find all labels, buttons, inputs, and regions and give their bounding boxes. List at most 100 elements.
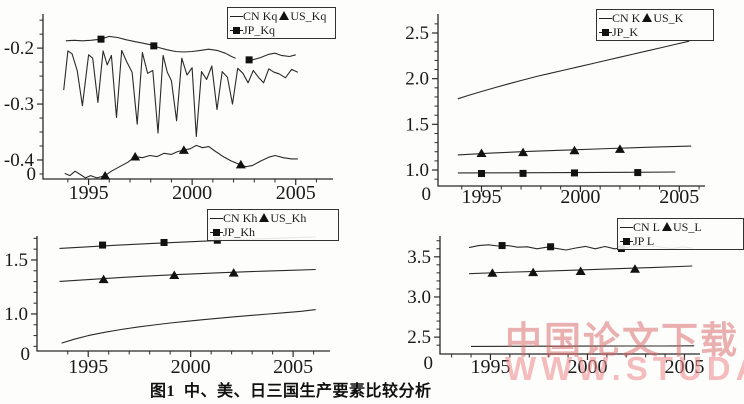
legend-row: CN L US_L	[620, 220, 741, 234]
chart-bottom-left: 1.5 1.0 1995 2000 2005 0	[4, 236, 330, 378]
triangle-marker-icon	[100, 171, 111, 180]
x-tick-label: 2000	[171, 356, 211, 378]
series-CN_L	[470, 345, 695, 347]
us-triangle-marker-icon	[662, 222, 672, 231]
y-tick-label: 1.0	[4, 304, 28, 325]
triangle-marker-icon	[528, 267, 539, 277]
chart-bottom-right: 3.5 3.0 2.5 1995 2000 2005 0	[407, 236, 704, 378]
y-tick-label: 1.5	[405, 114, 429, 135]
square-marker-icon	[478, 169, 486, 177]
series-CN_Kh	[61, 309, 316, 344]
triangle-marker-icon	[235, 159, 246, 169]
x-tick-label: 2005	[659, 186, 699, 208]
triangle-marker-icon	[476, 148, 487, 158]
series-US_Kh	[59, 268, 316, 282]
jp-square-marker-icon	[230, 26, 243, 35]
legend-row: CN Kq US_Kq	[230, 9, 333, 23]
triangle-marker-icon	[518, 147, 529, 157]
cn-line-marker-icon	[230, 15, 243, 17]
x-tick-label: 2000	[560, 186, 600, 208]
origin-label: 0	[27, 164, 37, 185]
x-tick-label: 2005	[273, 356, 313, 378]
y-tick-label: 2.5	[407, 327, 431, 348]
cn-line-marker-icon	[599, 17, 612, 19]
legend-label-jp-kq: JP_Kq	[243, 23, 276, 37]
legend-row: JP L	[620, 234, 741, 248]
x-tick-label: 1995	[462, 186, 502, 208]
us-triangle-marker-icon	[279, 11, 290, 20]
legend-label-cn-kq: CN Kq	[243, 9, 278, 23]
legend-label-cn-k: CN K	[612, 11, 641, 25]
triangle-marker-icon	[575, 266, 586, 276]
legend-label-us-kq: US_Kq	[290, 9, 327, 23]
axes	[439, 236, 700, 355]
cn-line-marker-icon	[210, 217, 223, 219]
series-CN_Kq	[63, 49, 299, 138]
y-tick-label: 2.0	[405, 69, 429, 90]
cn-line-marker-icon	[620, 226, 633, 228]
square-marker-icon	[160, 238, 168, 246]
square-marker-icon	[570, 169, 578, 177]
series-US_K	[457, 145, 692, 156]
square-marker-icon	[547, 243, 555, 251]
figure-caption: 图1 中、美、日三国生产要素比较分析	[150, 377, 432, 401]
legend-label-us-l: US_L	[673, 220, 702, 234]
jp-square-marker-icon	[599, 28, 612, 37]
square-marker-icon	[99, 241, 107, 249]
x-tick-label: 2005	[664, 356, 704, 378]
square-marker-icon	[245, 56, 253, 64]
us-triangle-marker-icon	[642, 13, 653, 22]
origin-label: 0	[21, 344, 31, 365]
y-tick-label: 3.5	[407, 247, 431, 268]
y-tick-label: -0.4	[4, 150, 35, 171]
legend-label-jp-kh: JP_Kh	[223, 225, 256, 239]
chart-top-right: 2.5 2.0 1.5 1.0 1995 2000 2005 0	[405, 14, 705, 208]
legend-label-jp-l: JP L	[633, 234, 655, 248]
series-CN_K	[457, 40, 690, 100]
us-triangle-marker-icon	[259, 213, 270, 222]
legend-kh: CN Kh US_Kh JP_Kh	[207, 209, 339, 241]
x-tick-label: 1995	[69, 182, 109, 204]
y-tick-label: 3.0	[407, 287, 431, 308]
chart-top-left: -0.2 -0.3 -0.4 1995 2000 2005 0	[4, 14, 333, 204]
figure-caption-text: 中、美、日三国生产要素比较分析	[184, 383, 432, 400]
square-marker-icon	[634, 169, 642, 177]
triangle-marker-icon	[569, 145, 580, 155]
y-tick-label: 2.5	[405, 23, 429, 44]
legend-label-us-kh: US_Kh	[270, 211, 307, 225]
y-tick-label: 1.0	[405, 160, 429, 181]
axes	[437, 14, 705, 187]
triangle-marker-icon	[178, 145, 189, 154]
legend-row: CN K US_K	[599, 11, 711, 25]
series-US_L	[469, 265, 693, 275]
triangle-marker-icon	[614, 144, 625, 153]
x-tick-label: 2000	[172, 182, 212, 204]
triangle-marker-icon	[487, 268, 498, 277]
figure-number: 图1	[150, 383, 176, 400]
legend-label-cn-kh: CN Kh	[223, 211, 258, 225]
x-tick-label: 1995	[68, 356, 108, 378]
y-tick-label: -0.3	[4, 94, 34, 115]
series-US_Kq	[64, 144, 298, 179]
triangle-marker-icon	[630, 264, 640, 273]
jp-square-marker-icon	[210, 228, 223, 237]
legend-kq: CN Kq US_Kq JP_Kq	[227, 7, 336, 39]
square-marker-icon	[519, 169, 527, 177]
legend-row: JP_Kh	[210, 225, 336, 239]
triangle-marker-icon	[169, 270, 180, 279]
axes	[36, 236, 330, 352]
triangle-marker-icon	[98, 274, 109, 284]
legend-label-us-k: US_K	[653, 11, 684, 25]
jp-square-marker-icon	[620, 237, 633, 246]
legend-row: JP_K	[599, 25, 711, 39]
legend-label-cn-l: CN L	[633, 220, 660, 234]
square-marker-icon	[150, 42, 158, 50]
legend-l: CN L US_L JP L	[617, 218, 744, 250]
triangle-marker-icon	[130, 152, 141, 161]
series-JP_K	[457, 171, 676, 174]
legend-label-jp-k: JP_K	[612, 25, 639, 39]
y-tick-label: -0.2	[4, 38, 34, 59]
square-marker-icon	[498, 242, 506, 250]
origin-label: 0	[424, 353, 434, 374]
